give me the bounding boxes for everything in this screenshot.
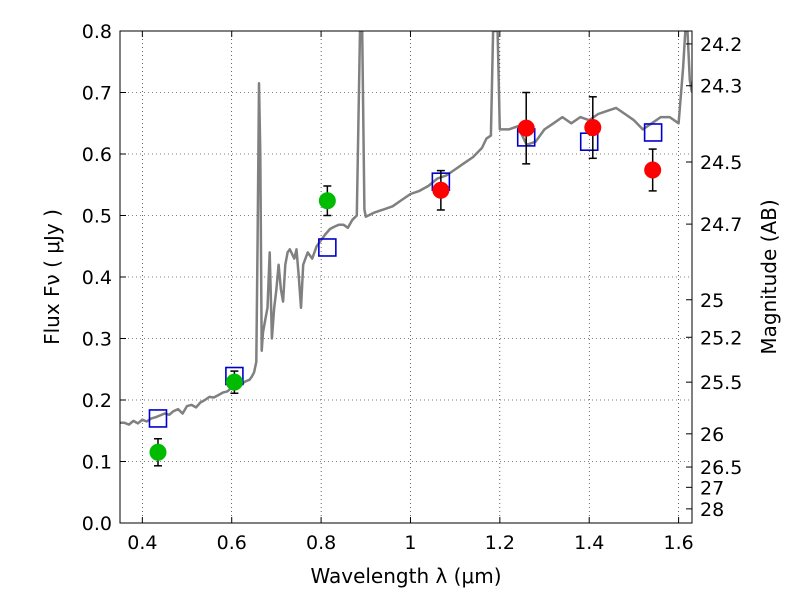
y2-tick-label: 25.2 — [700, 327, 742, 349]
y-tick-label: 0.1 — [82, 452, 112, 474]
x-tick-label: 0.6 — [217, 532, 247, 554]
y2-tick-label: 27 — [700, 477, 724, 499]
model-spectrum-line — [120, 31, 692, 426]
y-axis-title: Flux Fν ( μJy ) — [40, 209, 64, 345]
y2-tick-label: 28 — [700, 499, 724, 521]
y-tick-label: 0.0 — [82, 513, 112, 535]
y2-tick-label: 25.5 — [700, 372, 742, 394]
ticks: 0.4 0.6 0.8 1 1.2 1.4 1.6 0.0 0.1 0.2 0.3 0.4 0.5 0.6… — [82, 21, 743, 554]
observed-red-point — [584, 119, 602, 137]
x-tick-label: 1.6 — [663, 532, 693, 554]
y-tick-label: 0.2 — [82, 390, 112, 412]
observed-red-point — [644, 161, 662, 179]
y2-tick-label: 24.2 — [700, 34, 742, 56]
observed-green-point — [149, 443, 167, 461]
y-tick-label: 0.8 — [82, 21, 112, 43]
y-tick-label: 0.7 — [82, 83, 112, 105]
y2-tick-label: 24.7 — [700, 214, 742, 236]
y-tick-label: 0.4 — [82, 267, 112, 289]
y-tick-label: 0.3 — [82, 329, 112, 351]
x-axis-title: Wavelength λ (μm) — [310, 564, 501, 588]
y2-axis-title: Magnitude (AB) — [757, 199, 781, 354]
y2-tick-label: 24.3 — [700, 76, 742, 98]
model-photometry-square — [318, 238, 337, 257]
model-photometry-square — [643, 123, 663, 142]
plot-area — [120, 31, 692, 467]
x-tick-label: 0.8 — [306, 532, 336, 554]
model-photometry-square — [148, 409, 168, 428]
x-tick-label: 0.4 — [127, 532, 157, 554]
observed-red-point — [517, 119, 535, 137]
y2-tick-label: 24.5 — [700, 152, 742, 174]
observed-red-point — [432, 181, 450, 199]
x-tick-label: 1.4 — [574, 532, 604, 554]
observed-green-point — [225, 373, 243, 391]
x-tick-label: 1.2 — [485, 532, 515, 554]
x-tick-label: 1 — [404, 532, 416, 554]
y-tick-label: 0.6 — [82, 144, 112, 166]
y2-tick-label: 26 — [700, 424, 724, 446]
observed-green-point — [318, 192, 336, 210]
y2-tick-label: 26.5 — [700, 457, 742, 479]
y-tick-label: 0.5 — [82, 206, 112, 228]
y2-tick-label: 25 — [700, 290, 724, 312]
